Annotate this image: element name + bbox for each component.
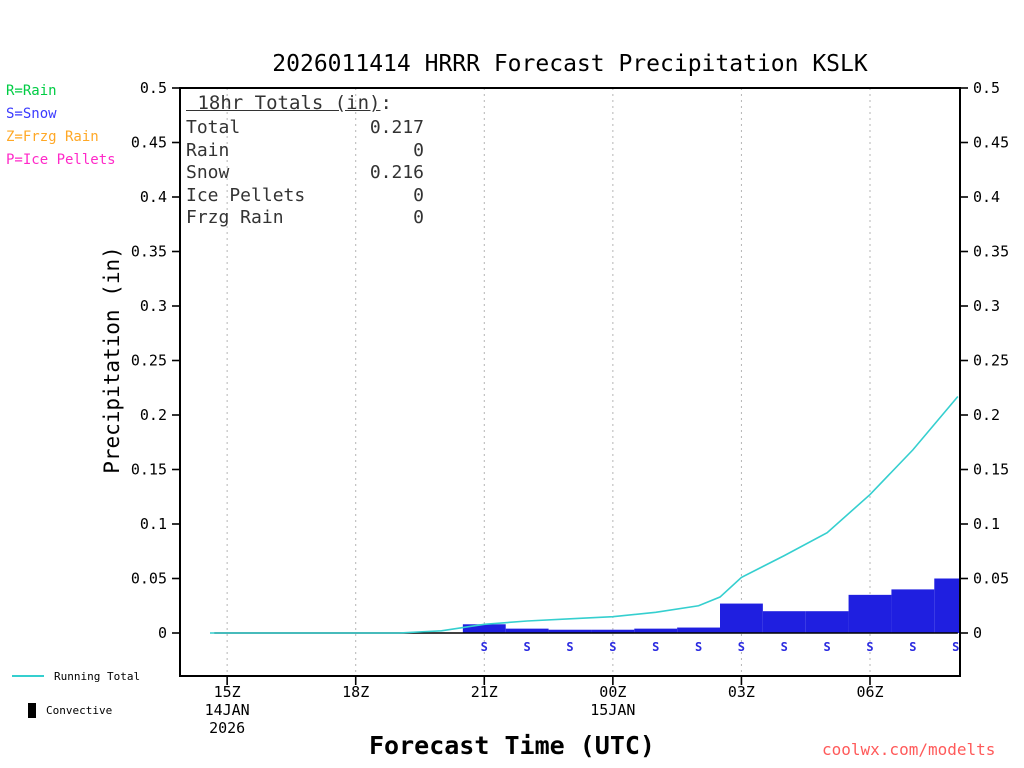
snow-bar bbox=[677, 627, 720, 633]
y-tick-label-right: 0.5 bbox=[973, 79, 1000, 97]
y-tick-label-right: 0.2 bbox=[973, 406, 1000, 424]
totals-row: Snow 0.216 bbox=[186, 162, 424, 185]
ptype-legend-item: R=Rain bbox=[6, 83, 57, 99]
y-tick-label-left: 0.35 bbox=[131, 243, 167, 261]
snow-bar bbox=[720, 603, 763, 633]
snow-bar bbox=[548, 629, 592, 633]
totals-row: Frzg Rain 0 bbox=[186, 207, 424, 230]
y-tick-label-left: 0.4 bbox=[140, 188, 167, 206]
ptype-legend: R=Rain S=Snow Z=Frzg Rain P=Ice Pellets bbox=[6, 80, 116, 172]
y-tick-label-left: 0.1 bbox=[140, 515, 167, 533]
y-tick-label-right: 0.15 bbox=[973, 461, 1009, 479]
ptype-legend-item: Z=Frzg Rain bbox=[6, 129, 99, 145]
series-legend-label: Running Total bbox=[54, 669, 141, 683]
y-tick-label-left: 0.5 bbox=[140, 79, 167, 97]
x-tick-label: 18Z bbox=[342, 683, 369, 701]
ptype-marker: S bbox=[781, 640, 788, 654]
x-tick-date-label: 14JAN bbox=[205, 701, 250, 719]
snow-bar bbox=[762, 611, 806, 633]
y-tick-label-right: 0.35 bbox=[973, 243, 1009, 261]
series-legend: Running Total Convective bbox=[12, 668, 140, 736]
totals-box: 18hr Totals (in): Total 0.217 Rain 0 Snow 0.2… bbox=[186, 92, 424, 230]
ptype-legend-item: P=Ice Pellets bbox=[6, 152, 116, 168]
running-total-line bbox=[210, 395, 959, 634]
x-tick-label: 03Z bbox=[728, 683, 755, 701]
y-tick-label-right: 0.1 bbox=[973, 515, 1000, 533]
totals-row-label: Total bbox=[186, 117, 241, 138]
x-tick-date-label: 2026 bbox=[209, 719, 245, 737]
y-tick-label-right: 0 bbox=[973, 624, 982, 642]
snow-bar bbox=[891, 589, 935, 633]
x-axis-label: Forecast Time (UTC) bbox=[369, 731, 655, 760]
totals-row-value: 0 bbox=[413, 207, 424, 228]
series-legend-label: Convective bbox=[46, 703, 113, 717]
y-tick-label-right: 0.4 bbox=[973, 188, 1000, 206]
running-total-line-swatch bbox=[12, 675, 44, 677]
y-tick-label-left: 0.2 bbox=[140, 406, 167, 424]
ptype-marker: S bbox=[909, 640, 916, 654]
totals-row-label: Rain bbox=[186, 139, 230, 161]
ptype-marker: S bbox=[609, 640, 616, 654]
ptype-marker: S bbox=[524, 640, 531, 654]
totals-row-value: 0 bbox=[413, 139, 424, 161]
snow-bar bbox=[848, 594, 892, 633]
y-tick-label-left: 0.3 bbox=[140, 297, 167, 315]
totals-heading: 18hr Totals (in): bbox=[186, 92, 424, 114]
totals-row: Ice Pellets 0 bbox=[186, 185, 424, 208]
series-legend-item: Running Total bbox=[12, 668, 140, 684]
snow-bar bbox=[462, 624, 506, 633]
snow-bar bbox=[634, 628, 678, 633]
x-tick-label: 21Z bbox=[471, 683, 498, 701]
y-tick-label-right: 0.05 bbox=[973, 570, 1009, 588]
ptype-legend-item: S=Snow bbox=[6, 106, 57, 122]
ptype-marker: S bbox=[824, 640, 831, 654]
x-tick-date-label: 15JAN bbox=[590, 701, 635, 719]
ptype-marker: S bbox=[952, 640, 959, 654]
plot-frame bbox=[179, 87, 961, 677]
y-tick-label-left: 0.45 bbox=[131, 134, 167, 152]
totals-row: Total 0.217 bbox=[186, 117, 424, 140]
x-tick-label: 15Z bbox=[214, 683, 241, 701]
totals-row-value: 0 bbox=[413, 184, 424, 206]
ptype-marker: S bbox=[695, 640, 702, 654]
series-legend-item: Convective bbox=[12, 702, 140, 718]
totals-row-value: 0.216 bbox=[369, 162, 424, 183]
y-tick-label-right: 0.3 bbox=[973, 297, 1000, 315]
y-tick-label-left: 0.15 bbox=[131, 461, 167, 479]
convective-bar-swatch bbox=[28, 702, 36, 718]
ptype-marker: S bbox=[738, 640, 745, 654]
snow-bar bbox=[591, 629, 635, 633]
ptype-marker: S bbox=[481, 640, 488, 654]
ptype-marker: S bbox=[566, 640, 573, 654]
x-tick-label: 06Z bbox=[856, 683, 883, 701]
snow-bar bbox=[505, 628, 549, 633]
y-tick-label-right: 0.45 bbox=[973, 134, 1009, 152]
y-tick-label-left: 0.25 bbox=[131, 352, 167, 370]
snow-bar bbox=[934, 578, 960, 633]
y-axis-label: Precipitation (in) bbox=[100, 246, 124, 474]
totals-row: Rain 0 bbox=[186, 140, 424, 163]
totals-row-label: Ice Pellets bbox=[186, 184, 306, 206]
totals-row-value: 0.217 bbox=[369, 117, 424, 138]
x-tick-label: 00Z bbox=[599, 683, 626, 701]
y-tick-label-left: 0 bbox=[158, 624, 167, 642]
totals-rows: Total 0.217 Rain 0 Snow 0.216 Ice Pellets 0 Frzg… bbox=[186, 117, 424, 230]
watermark-link: coolwx.com/modelts bbox=[822, 740, 996, 759]
totals-row-label: Snow bbox=[186, 162, 230, 183]
ptype-marker: S bbox=[866, 640, 873, 654]
ptype-marker: S bbox=[652, 640, 659, 654]
y-tick-label-left: 0.05 bbox=[131, 570, 167, 588]
totals-heading-colon: : bbox=[380, 92, 392, 114]
snow-bar bbox=[805, 611, 849, 633]
totals-heading-text: 18hr Totals (in) bbox=[186, 92, 381, 114]
y-tick-label-right: 0.25 bbox=[973, 352, 1009, 370]
totals-row-label: Frzg Rain bbox=[186, 207, 284, 228]
chart-title: 2026011414 HRRR Forecast Precipitation K… bbox=[272, 51, 868, 77]
